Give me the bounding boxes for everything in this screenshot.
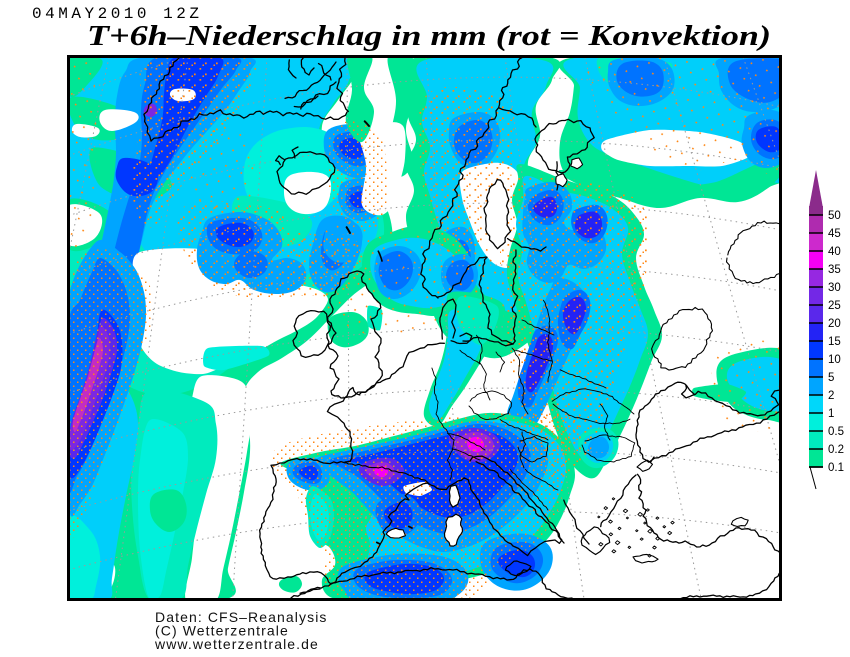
svg-text:5: 5 bbox=[828, 372, 834, 384]
svg-text:0.5: 0.5 bbox=[828, 426, 844, 438]
svg-text:35: 35 bbox=[828, 264, 841, 276]
svg-text:0.1: 0.1 bbox=[828, 462, 844, 474]
svg-text:15: 15 bbox=[828, 336, 841, 348]
svg-text:10: 10 bbox=[828, 354, 841, 366]
svg-text:2: 2 bbox=[828, 390, 834, 402]
svg-text:20: 20 bbox=[828, 318, 841, 330]
svg-text:25: 25 bbox=[828, 300, 841, 312]
svg-text:40: 40 bbox=[828, 246, 841, 258]
svg-text:30: 30 bbox=[828, 282, 841, 294]
svg-text:T+6h–Niederschlag in mm (rot =: T+6h–Niederschlag in mm (rot = Konvektio… bbox=[87, 21, 771, 52]
svg-text:www.wetterzentrale.de: www.wetterzentrale.de bbox=[154, 636, 319, 652]
svg-text:50: 50 bbox=[828, 210, 841, 222]
svg-text:04MAY2010 12Z: 04MAY2010 12Z bbox=[32, 5, 199, 23]
svg-text:45: 45 bbox=[828, 228, 841, 240]
svg-text:1: 1 bbox=[828, 408, 834, 420]
svg-text:(C) Wetterzentrale: (C) Wetterzentrale bbox=[155, 623, 289, 639]
svg-text:0.2: 0.2 bbox=[828, 444, 844, 456]
svg-text:Daten: CFS–Reanalysis: Daten: CFS–Reanalysis bbox=[155, 609, 328, 625]
